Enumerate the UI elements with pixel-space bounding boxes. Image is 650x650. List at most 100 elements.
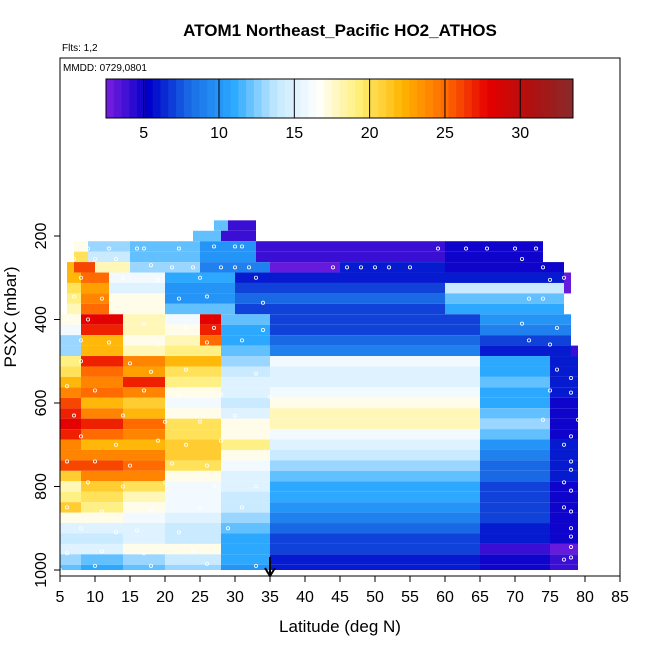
heatmap-cell [165, 470, 221, 482]
heatmap-cell [60, 366, 81, 377]
heatmap-cell [221, 314, 270, 325]
heatmap-cell [130, 251, 200, 263]
heatmap-cell [480, 533, 550, 544]
colorbar-segment [401, 79, 411, 118]
heatmap-cell [550, 439, 578, 450]
sample-point [65, 317, 70, 322]
heatmap-cell [81, 272, 109, 283]
heatmap-cell [165, 356, 221, 367]
heatmap-cell [165, 543, 221, 555]
heatmap-cell [123, 439, 165, 450]
sample-point [141, 388, 146, 393]
sample-point [225, 526, 230, 531]
sample-point [569, 459, 574, 464]
heatmap-cell [270, 335, 480, 346]
heatmap-cell [221, 554, 270, 565]
heatmap-cell [221, 543, 270, 555]
heatmap-cell [165, 460, 221, 471]
heatmap [60, 220, 578, 570]
heatmap-cell [445, 241, 543, 252]
heatmap-cell [221, 512, 270, 524]
heatmap-cell [60, 481, 81, 492]
sample-point [72, 294, 77, 299]
sample-point [107, 246, 112, 251]
colorbar-tick-label: 20 [361, 125, 379, 142]
heatmap-cell [123, 491, 165, 503]
heatmap-cell [480, 491, 550, 503]
heatmap-cell [221, 397, 270, 409]
heatmap-cell [480, 523, 550, 534]
sample-point [134, 246, 139, 251]
sample-point [176, 530, 181, 535]
x-tick-label: 5 [56, 589, 65, 606]
x-tick-label: 75 [541, 589, 559, 606]
sample-point [239, 244, 244, 249]
heatmap-cell [221, 408, 270, 419]
heatmap-cell [81, 376, 123, 388]
sample-point [534, 246, 539, 251]
sample-point [93, 388, 98, 393]
heatmap-cell [270, 460, 480, 471]
colorbar-segment [129, 79, 138, 118]
sample-point [169, 461, 174, 466]
heatmap-cell [200, 241, 256, 252]
x-tick-label: 15 [121, 589, 139, 606]
heatmap-cell [550, 502, 578, 513]
colorbar-segment [292, 79, 302, 118]
colorbar-segment [230, 79, 239, 118]
sample-point [183, 367, 188, 372]
colorbar-segment [347, 79, 356, 118]
colorbar-segment [113, 79, 123, 118]
sample-point [65, 459, 70, 464]
heatmap-cell [480, 512, 550, 524]
sample-point [562, 480, 567, 485]
colorbar-segment [269, 79, 278, 118]
heatmap-cell [480, 429, 550, 440]
heatmap-cell [193, 230, 221, 242]
x-axis-label: Latitude (deg N) [279, 617, 401, 636]
chart-title: ATOM1 Northeast_Pacific HO2_ATHOS [183, 21, 497, 40]
heatmap-cell [123, 408, 165, 419]
colorbar-segment [152, 79, 161, 118]
heatmap-cell [270, 512, 480, 524]
sample-point [141, 246, 146, 251]
heatmap-cell [270, 543, 480, 555]
heatmap-cell [270, 314, 480, 325]
heatmap-cell [221, 376, 270, 388]
colorbar-tick-label: 15 [285, 125, 303, 142]
colorbar-segment [308, 79, 317, 118]
heatmap-cell [550, 470, 578, 482]
sample-point [100, 296, 105, 301]
heatmap-cell [221, 470, 270, 482]
heatmap-cell [480, 418, 550, 430]
x-tick-label: 50 [366, 589, 384, 606]
colorbar [106, 79, 574, 118]
colorbar-segment [253, 79, 263, 118]
heatmap-cell [270, 449, 480, 461]
colorbar-tick-label: 5 [139, 125, 148, 142]
x-tick-label: 85 [611, 589, 629, 606]
heatmap-cell [123, 512, 165, 524]
heatmap-cell [221, 439, 270, 450]
heatmap-cell [165, 491, 221, 503]
heatmap-cell [81, 523, 123, 534]
colorbar-segment [277, 79, 286, 118]
heatmap-cell [109, 282, 165, 294]
heatmap-cell [60, 533, 81, 544]
y-axis: 200 400 600 800 1000 [33, 223, 60, 588]
heatmap-cell [81, 335, 123, 346]
heatmap-cell [221, 533, 270, 544]
heatmap-cell [200, 262, 270, 273]
heatmap-cell [123, 564, 165, 570]
heatmap-cell [123, 470, 165, 482]
colorbar-segment [199, 79, 208, 118]
sample-point [232, 265, 237, 270]
sample-point [569, 509, 574, 514]
heatmap-cell [165, 324, 200, 336]
heatmap-cell [480, 387, 550, 398]
heatmap-cell [81, 491, 123, 503]
heatmap-cell [550, 366, 578, 377]
heatmap-cell [81, 543, 123, 555]
heatmap-cell [550, 533, 578, 544]
heatmap-cell [165, 366, 221, 377]
